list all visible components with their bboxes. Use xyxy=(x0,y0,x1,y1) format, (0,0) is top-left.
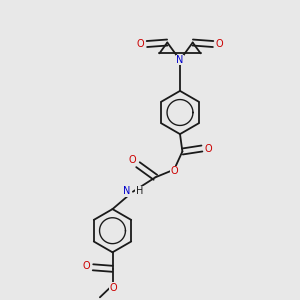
Text: O: O xyxy=(171,166,178,176)
Text: O: O xyxy=(109,283,117,293)
Text: O: O xyxy=(216,39,224,49)
Text: N: N xyxy=(176,55,184,65)
Text: N: N xyxy=(123,186,130,196)
Text: O: O xyxy=(129,155,136,165)
Text: H: H xyxy=(136,186,143,196)
Text: O: O xyxy=(136,39,144,49)
Text: O: O xyxy=(204,143,212,154)
Text: O: O xyxy=(82,261,90,272)
